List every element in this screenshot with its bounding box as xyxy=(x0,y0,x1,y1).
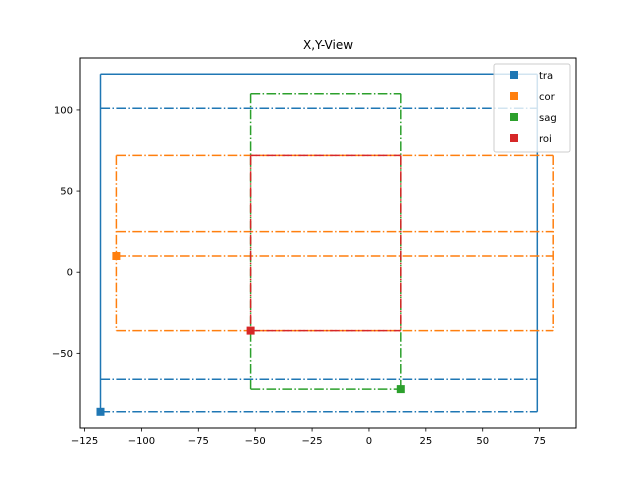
x-tick-label: −50 xyxy=(245,436,266,447)
series-roi-marker xyxy=(246,326,255,335)
x-tick-label: 25 xyxy=(419,436,432,447)
y-tick-label: 100 xyxy=(54,105,73,116)
chart-title: X,Y-View xyxy=(303,38,353,52)
legend-label-sag: sag xyxy=(539,113,557,124)
legend-label-tra: tra xyxy=(539,71,553,82)
x-tick-label: −25 xyxy=(302,436,323,447)
x-tick-label: −75 xyxy=(188,436,209,447)
legend-label-cor: cor xyxy=(539,92,556,103)
x-tick-label: 50 xyxy=(476,436,489,447)
legend: tra cor sag roi xyxy=(493,63,571,153)
x-tick-label: 75 xyxy=(533,436,546,447)
x-axis: −125 −100 −75 −50 −25 0 25 50 75 xyxy=(71,428,546,447)
y-tick-label: −50 xyxy=(52,349,73,360)
x-tick-label: 0 xyxy=(366,436,372,447)
y-axis: −50 0 50 100 xyxy=(52,105,80,360)
series-tra-marker xyxy=(96,407,105,416)
series-sag-marker xyxy=(396,385,405,394)
plot-frame xyxy=(79,57,577,429)
legend-marker-sag xyxy=(510,113,518,121)
series-cor-marker xyxy=(112,252,121,260)
x-tick-label: −100 xyxy=(128,436,155,447)
y-tick-label: 50 xyxy=(60,187,73,198)
legend-box xyxy=(493,63,571,153)
legend-marker-roi xyxy=(510,134,518,142)
x-tick-label: −125 xyxy=(71,436,98,447)
legend-marker-tra xyxy=(510,71,518,79)
y-tick-label: 0 xyxy=(67,268,73,279)
legend-marker-cor xyxy=(510,92,518,100)
legend-label-roi: roi xyxy=(539,134,552,145)
